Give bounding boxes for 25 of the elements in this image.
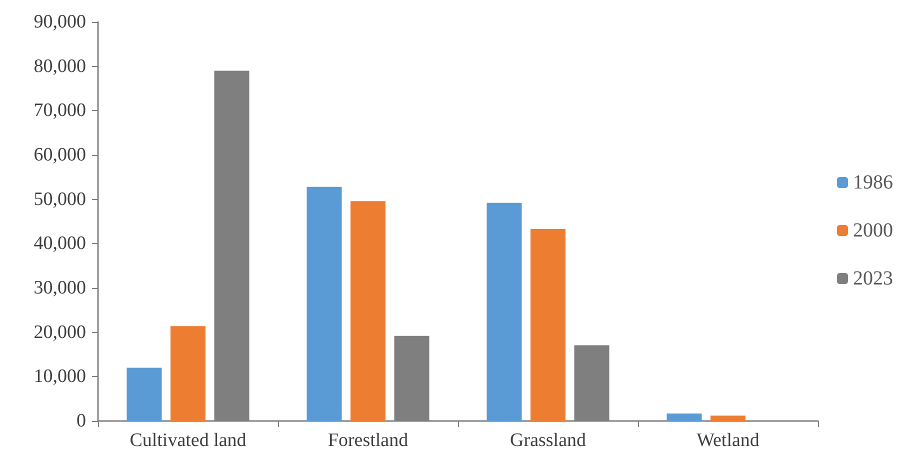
x-tick-label: Wetland xyxy=(696,430,760,451)
legend-label: 2023 xyxy=(853,268,893,290)
y-tick-label: 70,000 xyxy=(34,100,86,122)
bar xyxy=(710,416,746,421)
y-tick-label: 30,000 xyxy=(34,278,86,298)
y-tick-label: 60,000 xyxy=(34,144,86,166)
y-tick-label: 10,000 xyxy=(34,366,86,388)
bar xyxy=(170,326,206,421)
x-tick-label: Cultivated land xyxy=(130,430,247,451)
y-tick-label: 20,000 xyxy=(34,322,86,343)
bar xyxy=(306,186,342,421)
bar xyxy=(486,202,522,421)
legend-label: 2000 xyxy=(853,220,893,242)
bar xyxy=(530,229,566,421)
y-tick-label: 40,000 xyxy=(34,233,86,254)
legend-label: 1986 xyxy=(853,172,893,194)
y-tick-label: 0 xyxy=(76,410,86,432)
y-tick-label: 90,000 xyxy=(34,12,86,32)
bar xyxy=(350,201,386,421)
x-tick-label: Forestland xyxy=(328,430,409,451)
y-tick-label: 80,000 xyxy=(34,56,86,77)
bar xyxy=(126,368,162,421)
x-tick-label: Grassland xyxy=(510,430,586,451)
y-tick-label: 50,000 xyxy=(34,188,86,210)
bar xyxy=(666,413,702,421)
